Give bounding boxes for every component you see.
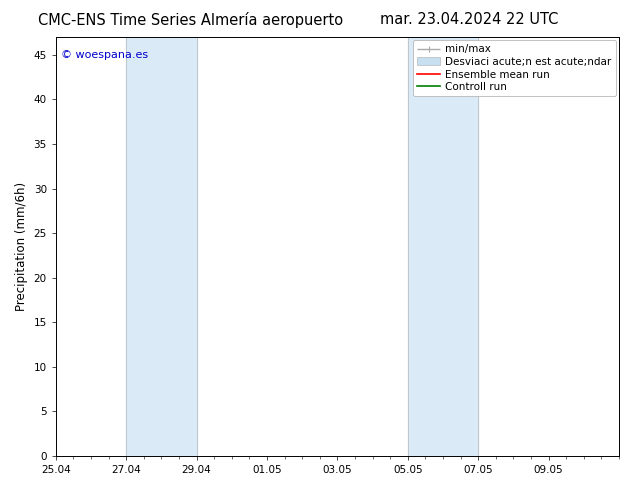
Text: CMC-ENS Time Series Almería aeropuerto: CMC-ENS Time Series Almería aeropuerto: [37, 12, 343, 28]
Y-axis label: Precipitation (mm/6h): Precipitation (mm/6h): [15, 182, 28, 311]
Legend: min/max, Desviaci acute;n est acute;ndar, Ensemble mean run, Controll run: min/max, Desviaci acute;n est acute;ndar…: [413, 40, 616, 97]
Text: mar. 23.04.2024 22 UTC: mar. 23.04.2024 22 UTC: [380, 12, 559, 27]
Bar: [408, 37, 478, 456]
Text: © woespana.es: © woespana.es: [61, 49, 148, 60]
Bar: [126, 37, 197, 456]
